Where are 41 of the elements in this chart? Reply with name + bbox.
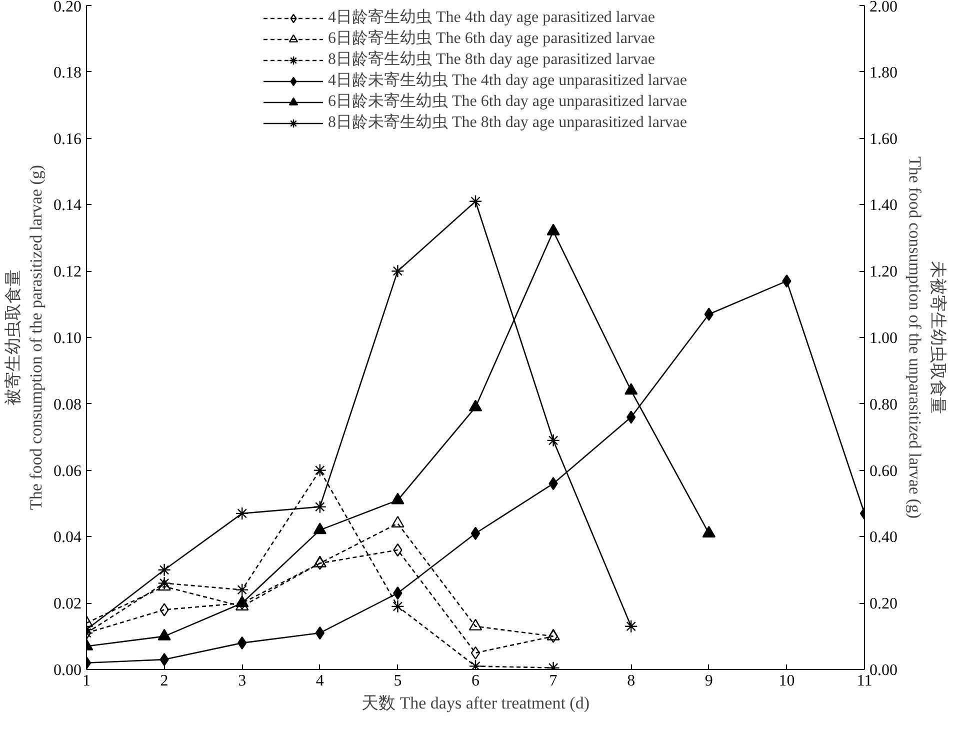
x-tick-label: 9	[704, 672, 713, 690]
y-tick-label: 0.14	[54, 197, 82, 214]
y2-tick-label: 1.60	[870, 130, 898, 148]
legend-label: 8日龄寄生幼虫 The 8th day age parasitized larvae	[328, 50, 655, 70]
y-tick-label: 0.00	[54, 662, 82, 679]
x-tick-label: 2	[160, 672, 168, 690]
y-tick-label: 0.20	[54, 0, 82, 16]
x-tick-label: 3	[238, 672, 246, 690]
y2-tick-label: 1.40	[870, 197, 898, 214]
legend-label: 4日龄未寄生幼虫 The 4th day age unparasitized larvae	[328, 70, 687, 91]
legend-label: 6日龄寄生幼虫 The 6th day age parasitized larvae	[328, 28, 655, 49]
y2-tick-label: 0.60	[870, 462, 898, 480]
x-axis-title: 天数 The days after treatment (d)	[362, 694, 590, 712]
y-axis-title: 被寄生幼虫取食量 The food consumption of the parasitized larvae (g)	[4, 164, 46, 510]
y2-tick-label: 0.40	[870, 529, 898, 546]
y-tick-label: 0.08	[54, 396, 82, 414]
y2-tick-label: 1.20	[870, 264, 898, 281]
y-tick-label: 0.02	[54, 596, 82, 613]
y-tick-label: 0.12	[54, 264, 82, 281]
legend-label: 4日龄寄生幼虫 The 4th day age parasitized larvae	[328, 8, 655, 28]
y-tick-label: 0.04	[54, 529, 82, 546]
x-tick-label: 4	[316, 672, 324, 690]
y-tick-label: 0.10	[54, 330, 82, 347]
legend-label: 6日龄未寄生幼虫 The 6th day age unparasitized larvae	[328, 92, 687, 112]
x-tick-label: 1	[82, 672, 90, 690]
y-tick-label: 0.06	[54, 462, 82, 480]
y2-tick-label: 1.00	[870, 330, 898, 347]
y2-axis-title: 未被寄生幼虫取食量 The food consumption of the unparasitized larvae (g)	[906, 156, 948, 519]
x-tick-label: 5	[394, 672, 402, 690]
y2-tick-label: 2.00	[870, 0, 898, 16]
y2-tick-label: 0.20	[870, 596, 898, 613]
legend-label: 8日龄未寄生幼虫 The 8th day age unparasitized larvae	[328, 112, 687, 133]
x-tick-label: 8	[627, 672, 636, 690]
y2-tick-label: 0.80	[870, 396, 898, 414]
x-tick-label: 6	[472, 672, 480, 690]
x-tick-label: 10	[778, 672, 795, 690]
y-tick-label: 0.16	[54, 130, 82, 148]
y-tick-label: 0.18	[54, 64, 82, 82]
y2-tick-label: 1.80	[870, 64, 898, 82]
y2-tick-label: 0.00	[870, 662, 898, 679]
x-tick-label: 7	[549, 672, 558, 690]
